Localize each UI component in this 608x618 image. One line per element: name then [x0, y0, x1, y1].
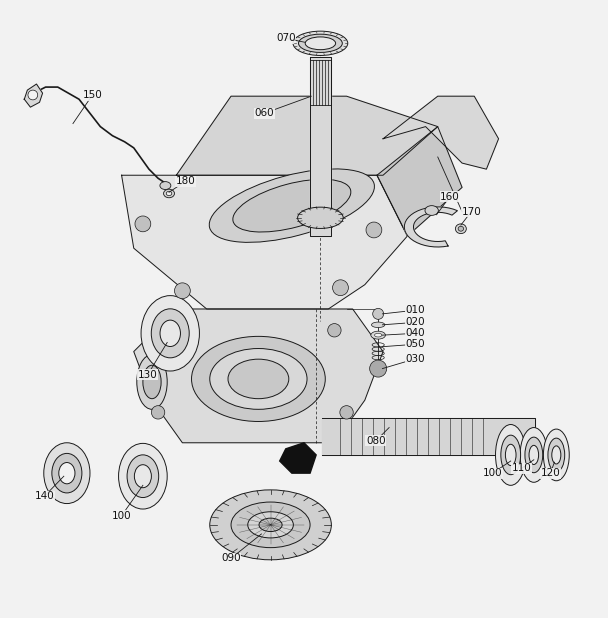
- Ellipse shape: [501, 435, 520, 475]
- Ellipse shape: [544, 429, 569, 481]
- Ellipse shape: [371, 331, 385, 339]
- Ellipse shape: [299, 34, 342, 53]
- Ellipse shape: [119, 443, 167, 509]
- Ellipse shape: [164, 189, 174, 198]
- Ellipse shape: [525, 437, 543, 473]
- Text: 150: 150: [83, 90, 102, 100]
- Ellipse shape: [141, 295, 199, 371]
- Text: 080: 080: [366, 436, 385, 446]
- Text: 030: 030: [406, 354, 425, 364]
- Circle shape: [151, 405, 165, 419]
- Ellipse shape: [375, 333, 382, 337]
- Circle shape: [373, 308, 384, 320]
- Polygon shape: [176, 96, 438, 176]
- Circle shape: [170, 324, 183, 337]
- Text: 100: 100: [112, 510, 131, 521]
- Ellipse shape: [137, 355, 167, 409]
- Text: 040: 040: [406, 328, 425, 338]
- Circle shape: [333, 280, 348, 295]
- Circle shape: [174, 283, 190, 298]
- Ellipse shape: [127, 455, 159, 497]
- Ellipse shape: [44, 442, 90, 504]
- Ellipse shape: [297, 207, 343, 229]
- Ellipse shape: [231, 502, 310, 548]
- Ellipse shape: [259, 518, 282, 531]
- Ellipse shape: [143, 365, 161, 399]
- Circle shape: [340, 405, 353, 419]
- Polygon shape: [134, 309, 383, 442]
- Ellipse shape: [425, 206, 438, 215]
- Ellipse shape: [192, 336, 325, 421]
- Circle shape: [328, 324, 341, 337]
- Circle shape: [28, 90, 38, 100]
- Text: 110: 110: [512, 464, 531, 473]
- Polygon shape: [122, 176, 407, 309]
- Ellipse shape: [552, 446, 561, 464]
- Text: 010: 010: [406, 305, 425, 315]
- Ellipse shape: [529, 446, 539, 465]
- Polygon shape: [383, 96, 499, 169]
- Text: 160: 160: [440, 192, 460, 201]
- Ellipse shape: [305, 37, 336, 49]
- Ellipse shape: [248, 512, 293, 538]
- Polygon shape: [280, 442, 316, 473]
- Ellipse shape: [167, 192, 171, 196]
- Ellipse shape: [160, 320, 181, 347]
- Ellipse shape: [210, 490, 331, 560]
- Text: 070: 070: [276, 33, 295, 43]
- Text: 100: 100: [483, 468, 502, 478]
- Ellipse shape: [210, 349, 307, 409]
- Text: 050: 050: [406, 339, 425, 349]
- Circle shape: [370, 360, 387, 377]
- Ellipse shape: [59, 462, 75, 484]
- Ellipse shape: [371, 322, 385, 328]
- Ellipse shape: [293, 31, 348, 56]
- Ellipse shape: [134, 465, 151, 488]
- Text: 130: 130: [138, 370, 157, 379]
- Polygon shape: [377, 127, 462, 236]
- Text: 060: 060: [255, 108, 274, 118]
- Ellipse shape: [52, 454, 82, 493]
- Polygon shape: [404, 207, 457, 247]
- Ellipse shape: [455, 224, 466, 234]
- Ellipse shape: [228, 359, 289, 399]
- Ellipse shape: [151, 309, 189, 358]
- Ellipse shape: [160, 182, 171, 190]
- Text: 180: 180: [176, 176, 195, 186]
- Text: 090: 090: [221, 553, 241, 563]
- Ellipse shape: [520, 428, 547, 482]
- Ellipse shape: [209, 169, 375, 242]
- Ellipse shape: [496, 425, 526, 485]
- Polygon shape: [322, 418, 535, 455]
- Text: 120: 120: [541, 468, 560, 478]
- Ellipse shape: [505, 444, 516, 465]
- Text: 170: 170: [461, 206, 481, 217]
- Text: 020: 020: [406, 318, 425, 328]
- Ellipse shape: [548, 438, 565, 472]
- Polygon shape: [24, 84, 43, 107]
- Text: 140: 140: [35, 491, 54, 501]
- Polygon shape: [310, 57, 331, 236]
- Ellipse shape: [458, 226, 463, 231]
- Circle shape: [135, 216, 151, 232]
- Ellipse shape: [233, 179, 351, 232]
- Circle shape: [366, 222, 382, 238]
